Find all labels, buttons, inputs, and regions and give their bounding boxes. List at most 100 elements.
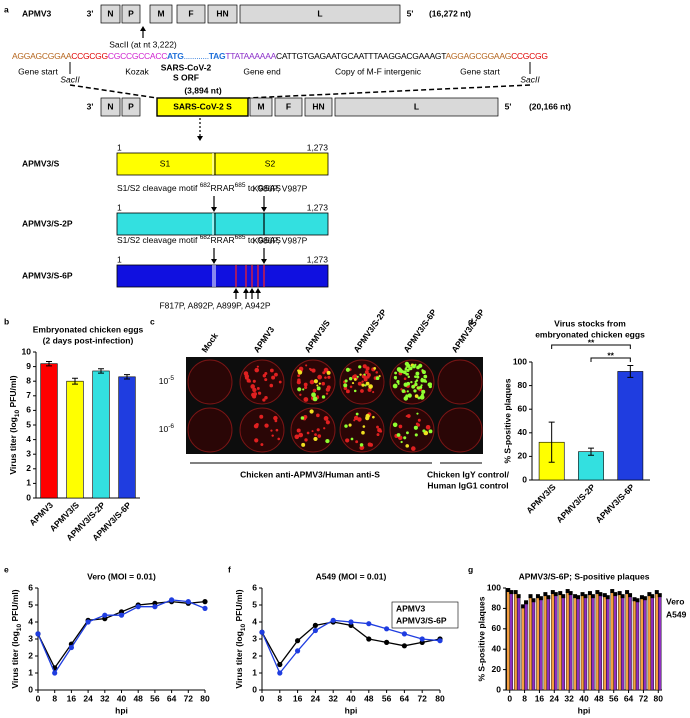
plaque xyxy=(256,387,260,390)
x-tick-label: 24 xyxy=(83,693,93,703)
plaque xyxy=(312,396,318,402)
point xyxy=(657,593,662,598)
x-tick-label: APMV3/S xyxy=(524,482,558,516)
point xyxy=(295,638,301,644)
y-tick-label: 6 xyxy=(28,582,33,592)
column-label: APMV3/S-2P xyxy=(351,307,388,354)
bar xyxy=(580,593,585,691)
construct-name: APMV3/S-2P xyxy=(22,218,73,228)
point xyxy=(531,598,536,603)
sequence-part: TAG xyxy=(209,51,226,61)
point xyxy=(277,670,283,676)
legend-label: Vero xyxy=(666,596,684,606)
plaque xyxy=(349,385,353,389)
plaque xyxy=(258,391,262,395)
bar xyxy=(617,371,644,481)
plaque xyxy=(297,374,301,378)
plaque xyxy=(326,370,331,375)
plaque xyxy=(348,423,352,427)
y-tick-label: 3 xyxy=(252,633,257,643)
plaque xyxy=(357,381,362,386)
bar xyxy=(625,591,629,691)
cleavage-label-part: to GSAS xyxy=(246,235,282,245)
plaque xyxy=(427,382,433,387)
proline-label: K986P, V987P xyxy=(253,235,308,245)
plaque xyxy=(269,383,274,388)
x-tick-label: APMV3/S-6P xyxy=(594,482,637,525)
plaque xyxy=(362,425,366,428)
cleavage-label: S1/S2 cleavage motif 682RRAR685 to GSAS xyxy=(117,182,281,193)
plaque xyxy=(305,364,308,367)
bar xyxy=(598,593,603,691)
arrow-head xyxy=(261,259,267,264)
site-label: SacII (at nt 3,222) xyxy=(109,39,177,49)
plaque xyxy=(321,395,326,399)
y-tick-label: 3 xyxy=(26,448,31,458)
bar xyxy=(509,591,513,691)
plaque xyxy=(313,436,318,442)
plaque xyxy=(259,414,264,419)
bar xyxy=(591,595,595,691)
plaque xyxy=(353,419,356,422)
point xyxy=(102,612,108,618)
plate-well xyxy=(389,407,435,453)
plaque xyxy=(311,368,316,373)
point xyxy=(202,605,208,612)
plaque xyxy=(250,384,256,389)
bar xyxy=(565,590,570,691)
bar xyxy=(650,595,655,691)
point xyxy=(521,604,526,609)
point xyxy=(528,594,533,599)
chart-title: Embryonated chicken eggs xyxy=(33,324,144,334)
bar xyxy=(539,598,543,691)
y-axis-label-part: PFU/ml) xyxy=(8,375,18,410)
arrow-head xyxy=(243,288,249,293)
chart-title: Vero (MOI = 0.01) xyxy=(87,571,156,581)
plaque xyxy=(316,386,321,391)
panel-label: e xyxy=(4,564,9,574)
plaque xyxy=(372,391,375,394)
chart-title: (2 days post-infection) xyxy=(43,335,134,345)
point xyxy=(401,643,407,649)
y-axis-label-part: PFU/ml) xyxy=(234,589,244,624)
plaque xyxy=(406,363,411,368)
plaque xyxy=(396,433,401,437)
plaque xyxy=(344,424,348,428)
sequence-label: Kozak xyxy=(125,66,149,76)
error-bar xyxy=(124,374,130,380)
arrow-head xyxy=(197,136,203,141)
plate-well xyxy=(239,359,285,405)
gene-box xyxy=(121,97,141,117)
x-tick-label: 40 xyxy=(579,693,589,703)
point xyxy=(419,636,425,642)
bar xyxy=(118,376,136,499)
y-tick-label: 10 xyxy=(22,346,32,356)
plaque xyxy=(406,390,409,393)
x-tick-label: 16 xyxy=(67,693,77,703)
plaque xyxy=(244,374,250,379)
x-tick-label: 32 xyxy=(100,693,110,703)
plaque xyxy=(355,440,359,444)
bar xyxy=(632,599,637,691)
plaque xyxy=(413,425,418,430)
x-tick-label: 80 xyxy=(435,693,445,703)
plaque xyxy=(264,378,268,382)
point xyxy=(642,596,647,601)
plaque xyxy=(254,438,259,443)
plaque xyxy=(325,392,329,395)
plaque xyxy=(425,424,431,430)
point xyxy=(35,631,41,637)
sequence-label: Gene start xyxy=(18,66,58,76)
sequence-part: CCGCGG xyxy=(71,51,108,61)
plaque xyxy=(323,416,329,421)
plaque xyxy=(353,377,357,381)
point xyxy=(595,590,600,595)
plaque xyxy=(406,431,409,435)
bar xyxy=(655,591,659,691)
plaque xyxy=(393,375,398,380)
genome-end: 3' xyxy=(87,101,94,111)
plaque xyxy=(411,446,416,451)
construct-name: APMV3/S-6P xyxy=(22,270,73,280)
point xyxy=(650,594,655,599)
genome-length: (20,166 nt) xyxy=(529,101,571,111)
